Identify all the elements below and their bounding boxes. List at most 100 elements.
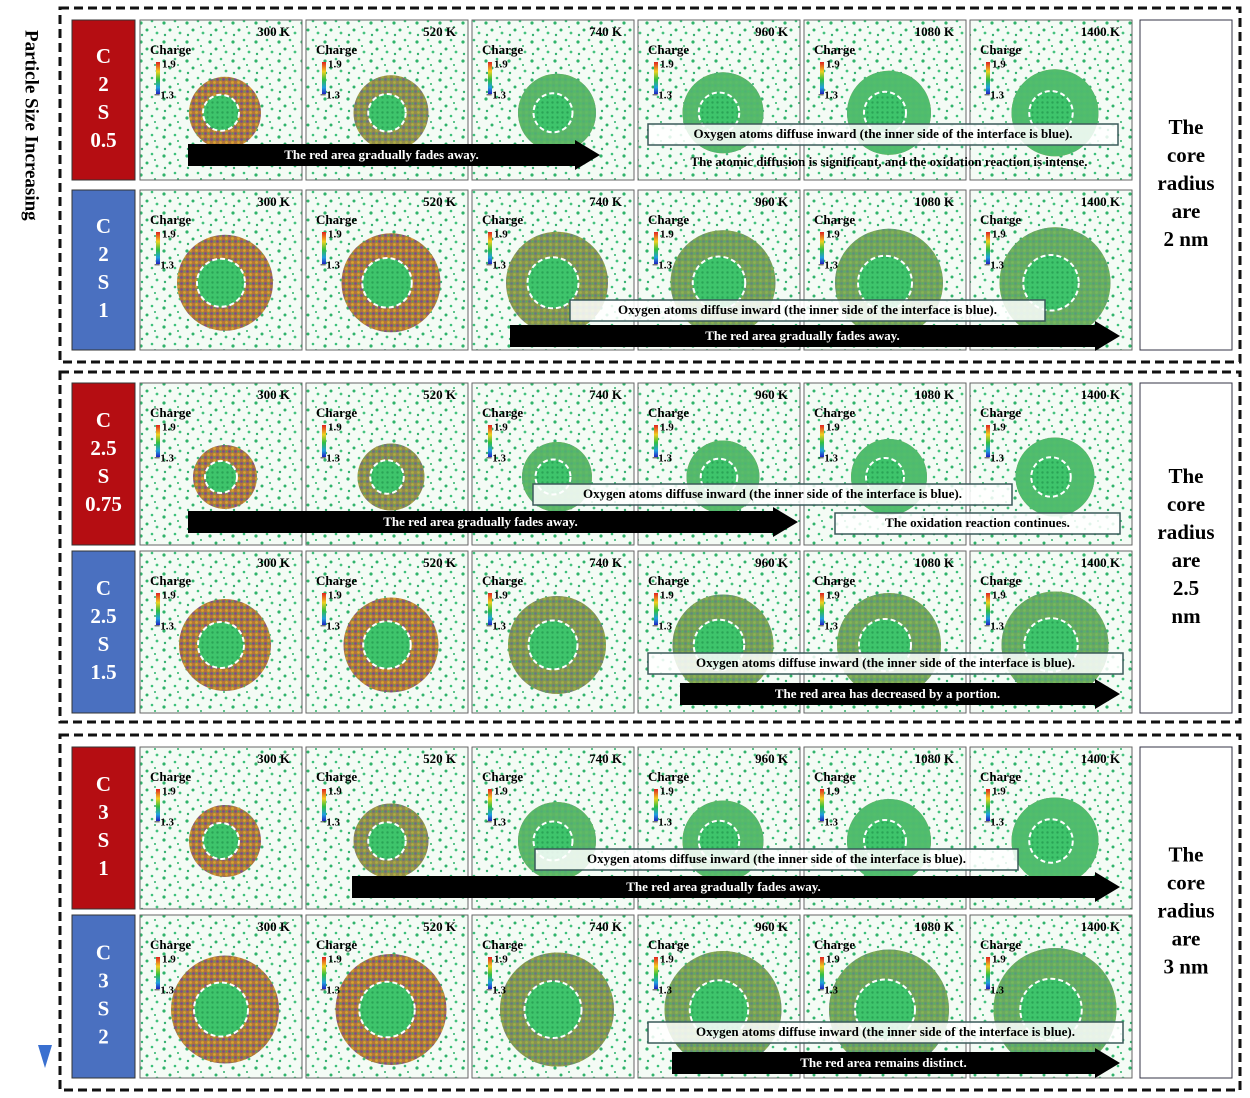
particle-core	[1022, 254, 1080, 312]
row-label: C	[96, 940, 111, 964]
temperature: 1400 K	[1081, 387, 1121, 402]
legend-max: 1.9	[992, 422, 1006, 434]
legend-min: −1.3	[486, 817, 507, 829]
legend-title: Charge	[648, 573, 689, 588]
side-label: Particle Size Increasing	[21, 30, 42, 221]
temperature: 520 K	[423, 387, 457, 402]
legend-max: 1.9	[826, 422, 840, 434]
legend-max: 1.9	[992, 786, 1006, 798]
size-arrow-head	[38, 1045, 52, 1068]
legend-title: Charge	[648, 937, 689, 952]
row-label: 1	[98, 298, 109, 322]
legend-title: Charge	[980, 769, 1021, 784]
legend-title: Charge	[648, 769, 689, 784]
legend-max: 1.9	[328, 422, 342, 434]
legend-min: −1.3	[154, 260, 175, 272]
temperature: 520 K	[423, 194, 457, 209]
note-text: The oxidation reaction continues.	[885, 515, 1070, 530]
legend-title: Charge	[316, 769, 357, 784]
row-label: C	[96, 576, 111, 600]
temperature: 300 K	[257, 751, 291, 766]
temperature: 300 K	[257, 194, 291, 209]
legend-min: −1.3	[486, 260, 507, 272]
temperature: 300 K	[257, 24, 291, 39]
arrow-text: The red area gradually fades away.	[705, 328, 900, 343]
colorbar	[488, 425, 492, 457]
radius-text: nm	[1171, 604, 1201, 628]
radius-text: core	[1167, 492, 1205, 516]
arrow	[188, 507, 798, 537]
row-label: 0.5	[90, 128, 116, 152]
row-label: S	[98, 632, 110, 656]
colorbar	[156, 789, 160, 821]
legend-title: Charge	[150, 405, 191, 420]
temperature: 740 K	[589, 555, 623, 570]
legend-min: −1.3	[652, 260, 673, 272]
particle-core	[202, 821, 240, 860]
particle-core	[527, 619, 579, 671]
legend-title: Charge	[814, 212, 855, 227]
temperature: 1080 K	[915, 387, 955, 402]
legend-title: Charge	[648, 405, 689, 420]
temperature: 740 K	[589, 387, 623, 402]
legend-min: −1.3	[818, 817, 839, 829]
row-label-box	[71, 189, 136, 351]
note-box	[647, 652, 1124, 675]
colorbar	[156, 593, 160, 625]
legend-max: 1.9	[328, 229, 342, 241]
legend-min: −1.3	[984, 817, 1005, 829]
arrow-text: The red area gradually fades away.	[383, 514, 578, 529]
row-label: 1.5	[90, 660, 116, 684]
arrow-text: The red area gradually fades away.	[626, 879, 821, 894]
legend-title: Charge	[814, 937, 855, 952]
legend-min: −1.3	[984, 453, 1005, 465]
radius-text: radius	[1157, 171, 1214, 195]
legend-min: −1.3	[652, 90, 673, 102]
colorbar	[322, 232, 326, 264]
temperature: 960 K	[755, 919, 789, 934]
legend-max: 1.9	[328, 590, 342, 602]
colorbar	[156, 232, 160, 264]
legend-min: −1.3	[486, 453, 507, 465]
colorbar	[986, 957, 990, 989]
legend-title: Charge	[814, 573, 855, 588]
legend-title: Charge	[482, 405, 523, 420]
temperature: 520 K	[423, 919, 457, 934]
legend-min: −1.3	[320, 453, 341, 465]
temperature: 300 K	[257, 919, 291, 934]
radius-text: are	[1172, 199, 1201, 223]
temperature: 740 K	[589, 24, 623, 39]
legend-min: −1.3	[154, 453, 175, 465]
radius-text: are	[1172, 548, 1201, 572]
temperature: 960 K	[755, 751, 789, 766]
legend-min: −1.3	[320, 621, 341, 633]
radius-text: The	[1168, 464, 1203, 488]
row-label-box	[71, 550, 136, 714]
arrow-text: The red area gradually fades away.	[284, 147, 479, 162]
temperature: 1400 K	[1081, 194, 1121, 209]
colorbar	[322, 957, 326, 989]
legend-min: −1.3	[154, 817, 175, 829]
legend-title: Charge	[980, 42, 1021, 57]
legend-title: Charge	[482, 573, 523, 588]
arrow	[188, 140, 600, 170]
arrow-text: The red area remains distinct.	[800, 1055, 966, 1070]
colorbar	[654, 957, 658, 989]
radius-box	[1139, 19, 1233, 351]
note-text: Oxygen atoms diffuse inward (the inner s…	[618, 302, 997, 317]
colorbar	[488, 789, 492, 821]
arrow	[352, 872, 1120, 902]
temperature: 740 K	[589, 919, 623, 934]
temperature: 960 K	[755, 555, 789, 570]
colorbar	[322, 593, 326, 625]
legend-min: −1.3	[320, 90, 341, 102]
note-text: Oxygen atoms diffuse inward (the inner s…	[694, 126, 1073, 141]
particle-core	[369, 459, 405, 495]
colorbar	[156, 957, 160, 989]
legend-title: Charge	[814, 42, 855, 57]
legend-max: 1.9	[494, 229, 508, 241]
legend-max: 1.9	[826, 954, 840, 966]
temperature: 740 K	[589, 751, 623, 766]
colorbar	[820, 789, 824, 821]
legend-max: 1.9	[660, 590, 674, 602]
